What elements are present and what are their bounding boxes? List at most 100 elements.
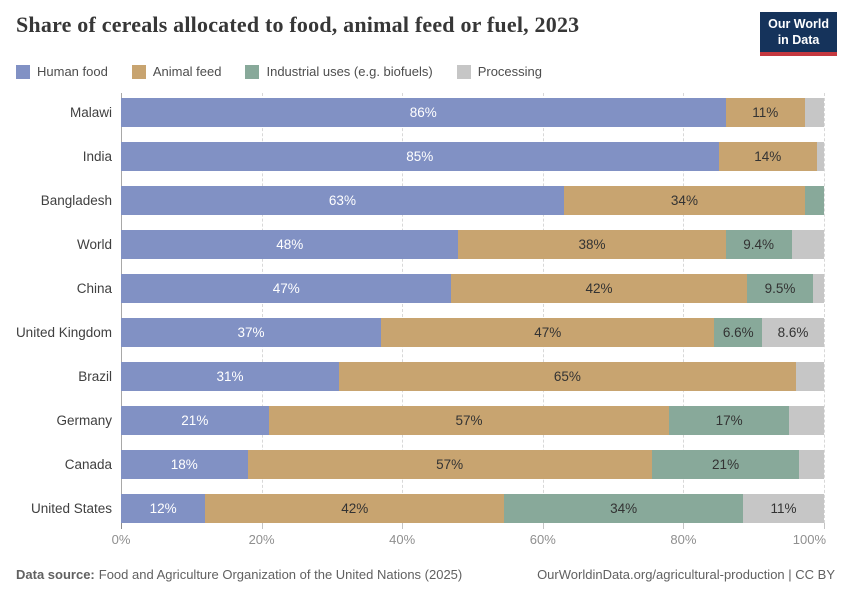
legend-label: Processing [477,64,542,79]
chart: Malawi 86% 11% India 85% 14% Bangladesh 63% 34% W… [0,93,850,548]
row-label: Brazil [78,369,112,384]
legend-swatch-animal-feed [131,64,146,79]
segment-value-label: 14% [754,149,782,164]
bar-segment-animal-feed: 11% [725,98,806,127]
data-source-label: Data source: [16,567,95,582]
bar-segment-animal-feed: 57% [247,450,652,479]
chart-row: Bangladesh 63% 34% [0,186,850,215]
row-label: United Kingdom [15,325,112,340]
axis-tick-label-40: 40% [389,532,416,547]
bar-segment-human-food: 85% [121,142,719,171]
axis-tick-label-100: 100% [792,532,826,547]
bar-segment-processing [791,230,824,259]
axis-tick-60 [542,523,544,529]
chart-row: United States 12% 42% 34% 11% [0,494,850,523]
chart-row: Germany 21% 57% 17% [0,406,850,435]
chart-row: World 48% 38% 9.4% [0,230,850,259]
row-label: Malawi [69,105,112,120]
legend-swatch-processing [456,64,471,79]
bar-segment-human-food: 37% [121,318,382,347]
segment-value-label: 85% [406,149,434,164]
row-label: China [76,281,112,296]
segment-value-label: 38% [578,237,606,252]
bar-track: 18% 57% 21% [121,450,824,479]
axis-tick-40 [402,523,404,529]
legend-item-human-food: Human food [16,64,108,79]
bar-segment-human-food: 12% [121,494,206,523]
segment-value-label: 57% [455,413,483,428]
bar-segment-processing: 8.6% [762,318,824,347]
row-label: Bangladesh [40,193,112,208]
bar-segment-animal-feed: 47% [381,318,715,347]
bar-segment-animal-feed: 42% [451,274,747,303]
segment-value-label: 42% [585,281,613,296]
bar-track: 86% 11% [121,98,824,127]
bar-segment-human-food: 18% [121,450,248,479]
bar-segment-human-food: 21% [121,406,269,435]
bar-segment-animal-feed: 65% [338,362,796,391]
bar-segment-processing [813,274,824,303]
bar-segment-human-food: 63% [121,186,564,215]
chart-row: China 47% 42% 9.5% [0,274,850,303]
bar-track: 63% 34% [121,186,824,215]
chart-row: India 85% 14% [0,142,850,171]
bar-segment-processing: 11% [743,494,824,523]
bar-track: 31% 65% [121,362,824,391]
chart-row: Brazil 31% 65% [0,362,850,391]
bar-track: 48% 38% 9.4% [121,230,824,259]
data-source-text: Food and Agriculture Organization of the… [98,567,463,582]
bar-segment-animal-feed: 57% [268,406,670,435]
segment-value-label: 11% [770,501,797,516]
row-label: Canada [64,457,112,472]
legend-item-industrial-uses: Industrial uses (e.g. biofuels) [245,64,433,79]
row-label: Germany [56,413,112,428]
axis-tick-80 [683,523,685,529]
chart-rows: Malawi 86% 11% India 85% 14% Bangladesh 63% 34% W… [0,98,850,523]
segment-value-label: 34% [670,193,698,208]
bar-track: 12% 42% 34% 11% [121,494,824,523]
bar-segment-industrial-uses: 34% [504,494,744,523]
segment-value-label: 9.5% [764,281,796,296]
axis-tick-label-80: 80% [670,532,697,547]
row-label: World [76,237,112,252]
segment-value-label: 47% [272,281,300,296]
legend-label: Animal feed [152,64,222,79]
segment-value-label: 57% [436,457,464,472]
segment-value-label: 21% [712,457,740,472]
legend-item-animal-feed: Animal feed [131,64,222,79]
owid-logo: Our World in Data [760,12,837,57]
bar-segment-industrial-uses: 21% [651,450,800,479]
bar-track: 37% 47% 6.6% 8.6% [121,318,824,347]
row-label: United States [30,501,112,516]
segment-value-label: 42% [341,501,369,516]
segment-value-label: 11% [752,105,779,120]
segment-value-label: 47% [534,325,562,340]
bar-segment-animal-feed: 34% [563,186,805,215]
bar-segment-industrial-uses: 9.5% [746,274,814,303]
axis-tick-20 [261,523,263,529]
bar-segment-animal-feed: 14% [718,142,817,171]
bar-segment-human-food: 47% [121,274,452,303]
segment-value-label: 17% [715,413,743,428]
segment-value-label: 8.6% [777,325,809,340]
segment-value-label: 31% [216,369,244,384]
axis-tick-label-0: 0% [111,532,131,547]
legend-label: Industrial uses (e.g. biofuels) [266,64,433,79]
credit: OurWorldinData.org/agricultural-producti… [537,567,835,582]
segment-value-label: 37% [237,325,265,340]
axis-tick-0 [121,523,122,529]
bar-segment-processing [795,362,824,391]
chart-row: Canada 18% 57% 21% [0,450,850,479]
legend-swatch-human-food [16,64,30,79]
axis-tick-label-60: 60% [529,532,556,547]
bar-segment-processing [805,98,824,127]
segment-value-label: 48% [276,237,304,252]
bar-segment-animal-feed: 38% [458,230,726,259]
bar-segment-industrial-uses: 17% [669,406,789,435]
legend-swatch-industrial-uses [245,64,260,79]
segment-value-label: 34% [610,501,638,516]
segment-value-label: 12% [149,501,177,516]
legend-label: Human food [37,64,108,79]
segment-value-label: 9.4% [743,237,774,252]
bar-segment-processing [799,450,824,479]
